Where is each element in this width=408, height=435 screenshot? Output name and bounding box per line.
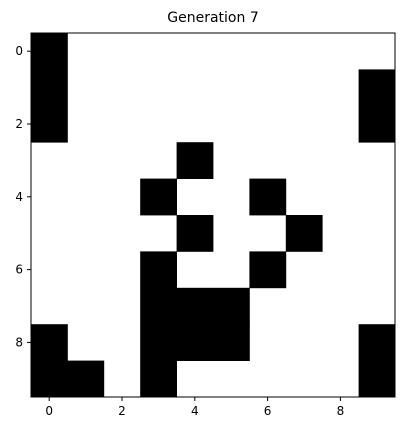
heatmap-cells [31, 33, 396, 398]
cell-alive-r8-c3 [140, 324, 177, 361]
cell-alive-r4-c6 [249, 178, 287, 216]
x-tick-label: 4 [191, 404, 199, 418]
cell-alive-r6-c3 [140, 251, 177, 289]
cell-alive-r9-c3 [140, 360, 177, 398]
cell-alive-r1-c0 [31, 69, 68, 107]
cell-alive-r8-c0 [31, 324, 68, 361]
x-tick-label: 0 [45, 404, 53, 418]
cell-alive-r1-c9 [358, 69, 396, 107]
cell-alive-r7-c5 [213, 287, 250, 325]
cell-alive-r8-c5 [213, 324, 250, 361]
y-tick-label: 2 [15, 117, 23, 131]
cell-alive-r9-c9 [358, 360, 396, 398]
cell-alive-r6-c6 [249, 251, 287, 289]
y-tick-label: 4 [15, 190, 23, 204]
cell-alive-r7-c3 [140, 287, 177, 325]
cell-alive-r9-c0 [31, 360, 68, 398]
cell-alive-r8-c9 [358, 324, 396, 361]
y-axis: 0 2 4 6 8 [15, 44, 31, 349]
x-tick-label: 6 [264, 404, 272, 418]
cell-alive-r2-c0 [31, 105, 68, 143]
cell-alive-r5-c7 [285, 215, 323, 252]
y-tick-label: 8 [15, 335, 23, 349]
cell-alive-r9-c1 [67, 360, 105, 398]
cell-alive-r3-c4 [176, 142, 214, 179]
cell-alive-r4-c3 [140, 178, 177, 216]
y-tick-label: 6 [15, 263, 23, 277]
cell-alive-r5-c4 [176, 215, 214, 252]
cell-alive-r7-c4 [176, 287, 214, 325]
cell-alive-r0-c0 [31, 33, 68, 70]
cell-alive-r2-c9 [358, 105, 396, 143]
cell-alive-r8-c4 [176, 324, 214, 361]
chart-title: Generation 7 [167, 10, 258, 26]
x-axis: 0 2 4 6 8 [45, 397, 344, 418]
plot-frame [30, 32, 396, 398]
y-tick-label: 0 [15, 44, 23, 58]
x-tick-label: 2 [118, 404, 126, 418]
x-tick-label: 8 [337, 404, 345, 418]
